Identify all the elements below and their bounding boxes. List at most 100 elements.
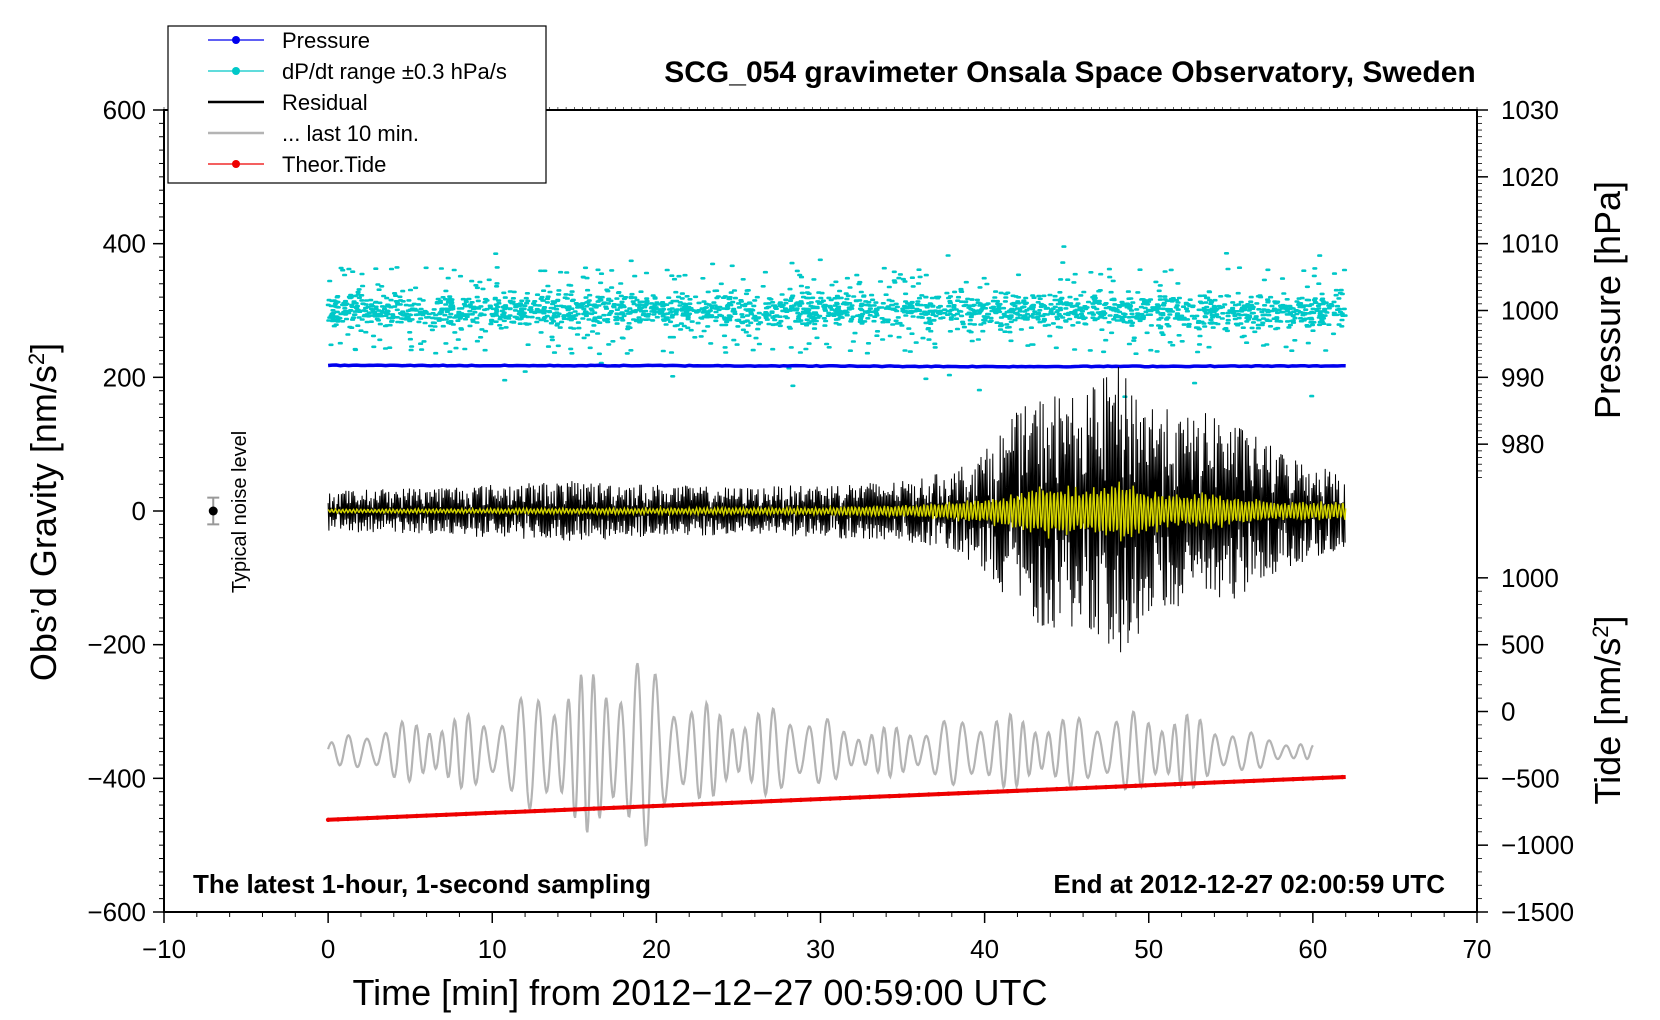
series-tide-point (522, 809, 528, 814)
series-tide-point (769, 798, 774, 804)
series-tide-point (946, 791, 951, 796)
series-tide-point (700, 801, 705, 807)
series-tide-point (1064, 786, 1069, 791)
y-axis-label: Obs’d Gravity [nm/s2] (23, 343, 64, 681)
series-tide-point (621, 805, 626, 810)
series-tide-point (473, 811, 478, 816)
series-tide-point (335, 817, 341, 822)
series-tide-point (867, 794, 872, 800)
series-tide-point (1291, 777, 1296, 782)
series-tide-point (729, 800, 735, 805)
legend-label: Pressure (282, 28, 370, 53)
series-tide-point (1261, 778, 1266, 783)
series-tide-point (1074, 786, 1079, 791)
end-time-annotation: End at 2012-12-27 02:00:59 UTC (1053, 869, 1445, 899)
series-last10-line (327, 662, 1314, 847)
series-tide-point (1034, 787, 1040, 793)
series-pressure-line (327, 363, 1346, 369)
series-residual-smoothed-line (327, 481, 1347, 542)
legend-label: Residual (282, 90, 368, 115)
series-tide-point (1113, 784, 1119, 789)
series-tide-point (857, 795, 863, 800)
series-tide-point (798, 797, 803, 803)
x-tick-label: −10 (142, 934, 186, 964)
series-tide-point (394, 814, 400, 820)
series-tide-point (897, 793, 902, 798)
series-tide-point (572, 807, 577, 812)
series-tide-point (1202, 780, 1207, 786)
series-tide-point (1133, 783, 1138, 788)
x-tick-label: 70 (1463, 934, 1492, 964)
x-tick-label: 40 (970, 934, 999, 964)
series-tide-point (591, 806, 597, 811)
series-tide-point (1212, 780, 1217, 785)
series-tide-point (503, 810, 508, 815)
series-dpdt-points (325, 245, 1348, 398)
series-tide-point (680, 802, 685, 808)
series-tide-point (906, 793, 912, 798)
series-tide-point (325, 817, 331, 822)
tide-tick-label: −1000 (1501, 830, 1574, 860)
tide-tick-label: −1500 (1501, 897, 1574, 927)
series-tide-point (611, 805, 616, 810)
series-tide-point (542, 808, 547, 813)
pressure-tick-label: 1020 (1501, 162, 1559, 192)
y-axis-label-sup: 2 (24, 353, 49, 365)
series-tide-point (956, 791, 961, 796)
series-tide-point (601, 806, 607, 811)
series-tide-point (355, 816, 360, 821)
series-tide-point (1084, 785, 1089, 791)
series-tide-point (975, 790, 981, 795)
plot-frame (163, 109, 1478, 913)
series-tide-point (641, 804, 646, 809)
series-tide-point (345, 816, 350, 822)
x-tick-label: 0 (321, 934, 335, 964)
series-tide-point (660, 803, 666, 808)
series-tide-point (818, 796, 823, 802)
sampling-annotation: The latest 1-hour, 1-second sampling (193, 869, 651, 899)
series-tide-point (1153, 782, 1158, 788)
tide-axis-label-end: ] (1587, 616, 1628, 626)
series-tide-point (1054, 786, 1060, 792)
series-tide-point (444, 812, 449, 817)
series-tide-point (1241, 779, 1247, 784)
legend-label: ... last 10 min. (282, 121, 419, 146)
series-tide-point (1300, 776, 1306, 781)
y-axis-label-main: Obs’d Gravity [nm/s (23, 365, 64, 681)
legend-swatch-dot (232, 36, 240, 44)
pressure-tick-label: 1000 (1501, 296, 1559, 326)
series-tide-point (1310, 776, 1316, 781)
series-tide-point (582, 806, 587, 812)
legend-box (167, 25, 547, 184)
series-tide-point (808, 797, 813, 802)
series-tide-point (690, 802, 695, 807)
y-tick-label: 0 (132, 496, 146, 526)
series-tide-point (1044, 787, 1050, 792)
chart-title: SCG_054 gravimeter Onsala Space Observat… (664, 56, 1476, 89)
series-tide-point (414, 813, 419, 819)
series-tide-point (375, 815, 380, 820)
tide-tick-label: 0 (1501, 697, 1515, 727)
x-tick-label: 60 (1298, 934, 1327, 964)
tide-axis-label-sup: 2 (1588, 626, 1613, 638)
pressure-tick-label: 1030 (1501, 95, 1559, 125)
legend-label: Theor.Tide (282, 152, 386, 177)
series-tide-point (404, 814, 410, 819)
series-tide-point (1320, 775, 1325, 781)
series-tide-point (788, 798, 794, 803)
series-tide-point (719, 801, 725, 806)
x-tick-label: 20 (642, 934, 671, 964)
noise-marker-point (208, 506, 218, 516)
series-tide-point (1123, 784, 1129, 789)
series-tide-point (513, 809, 518, 815)
series-tide-point (493, 810, 498, 815)
series-tide-point (966, 790, 971, 796)
series-tide-point (670, 803, 675, 808)
series-tide-point (739, 800, 744, 805)
series-tide-point (453, 812, 459, 817)
tide-axis-label: Tide [nm/s2] (1587, 616, 1628, 805)
x-tick-label: 50 (1134, 934, 1163, 964)
series-tide-point (1005, 789, 1010, 794)
tide-tick-label: 500 (1501, 630, 1544, 660)
